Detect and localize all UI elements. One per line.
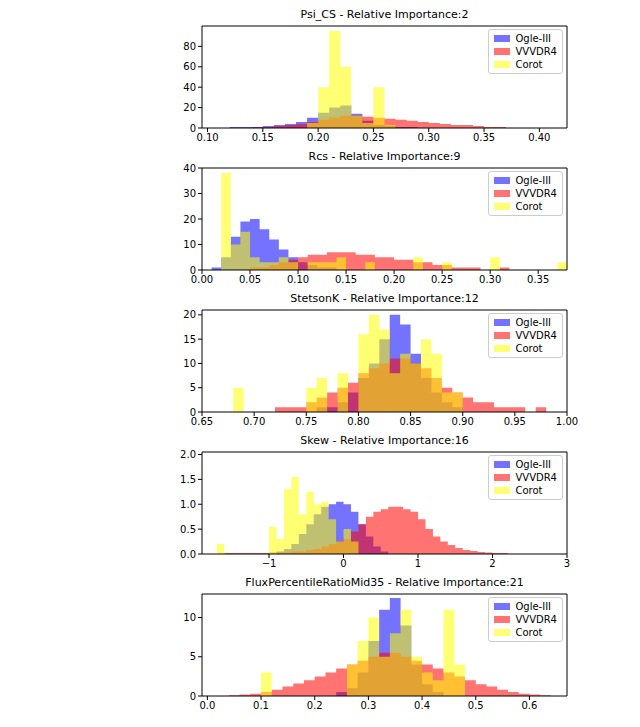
html-text:Ogle-III: Ogle-III xyxy=(515,317,552,328)
svg-text:0.0: 0.0 xyxy=(180,549,196,560)
svg-text:2: 2 xyxy=(489,558,495,569)
svg-text:3: 3 xyxy=(564,558,570,569)
html-text:VVVDR4: VVVDR4 xyxy=(515,472,557,483)
svg-text:0.3: 0.3 xyxy=(360,700,376,711)
svg-text:0.4: 0.4 xyxy=(414,700,430,711)
svg-text:0.5: 0.5 xyxy=(468,700,484,711)
svg-text:20: 20 xyxy=(183,214,196,225)
svg-text:0.80: 0.80 xyxy=(347,416,369,427)
html-text:VVVDR4: VVVDR4 xyxy=(515,330,557,341)
svg-text:0.00: 0.00 xyxy=(191,274,213,285)
svg-text:20: 20 xyxy=(183,309,196,320)
html-text:Ogle-III: Ogle-III xyxy=(515,33,552,44)
html-text:VVVDR4: VVVDR4 xyxy=(515,188,557,199)
svg-text:0.0: 0.0 xyxy=(199,700,215,711)
html-text:Ogle-III: Ogle-III xyxy=(515,175,552,186)
svg-text:1.5: 1.5 xyxy=(180,474,196,485)
svg-text:0.90: 0.90 xyxy=(452,416,474,427)
html-text:Rcs - Relative Importance:9: Rcs - Relative Importance:9 xyxy=(308,150,461,163)
svg-text:40: 40 xyxy=(183,82,196,93)
svg-text:0.10: 0.10 xyxy=(287,274,309,285)
svg-text:80: 80 xyxy=(183,41,196,52)
svg-text:0.25: 0.25 xyxy=(362,132,384,143)
svg-text:0.35: 0.35 xyxy=(473,132,495,143)
svg-text:0.5: 0.5 xyxy=(180,524,196,535)
svg-text:0.30: 0.30 xyxy=(418,132,440,143)
html-text:Ogle-III: Ogle-III xyxy=(515,601,552,612)
html-text:Skew - Relative Importance:16: Skew - Relative Importance:16 xyxy=(300,434,469,447)
svg-text:0: 0 xyxy=(190,265,196,276)
html-text:Corot: Corot xyxy=(515,201,543,212)
svg-text:20: 20 xyxy=(183,102,196,113)
svg-text:0.85: 0.85 xyxy=(399,416,421,427)
svg-text:0: 0 xyxy=(190,123,196,134)
svg-text:0.95: 0.95 xyxy=(504,416,526,427)
svg-text:5: 5 xyxy=(190,382,196,393)
svg-text:10: 10 xyxy=(183,612,196,623)
html-text:VVVDR4: VVVDR4 xyxy=(515,46,557,57)
svg-text:0.70: 0.70 xyxy=(243,416,265,427)
html-text:StetsonK - Relative Importance: StetsonK - Relative Importance:12 xyxy=(290,292,479,305)
svg-text:0.65: 0.65 xyxy=(191,416,213,427)
svg-text:0.35: 0.35 xyxy=(527,274,549,285)
svg-text:30: 30 xyxy=(183,188,196,199)
svg-text:0.20: 0.20 xyxy=(307,132,329,143)
svg-text:0.15: 0.15 xyxy=(252,132,274,143)
html-text:FluxPercentileRatioMid35 - Rel: FluxPercentileRatioMid35 - Relative Impo… xyxy=(245,576,524,589)
svg-text:10: 10 xyxy=(183,358,196,369)
svg-text:0: 0 xyxy=(340,558,346,569)
svg-text:0.30: 0.30 xyxy=(479,274,501,285)
svg-text:0.2: 0.2 xyxy=(307,700,323,711)
svg-text:1.0: 1.0 xyxy=(180,499,196,510)
html-text:Corot: Corot xyxy=(515,343,543,354)
svg-text:0.6: 0.6 xyxy=(521,700,537,711)
svg-text:5: 5 xyxy=(190,651,196,662)
html-text:VVVDR4: VVVDR4 xyxy=(515,614,557,625)
html-text:Psi_CS - Relative Importance:2: Psi_CS - Relative Importance:2 xyxy=(300,8,469,21)
svg-text:2.0: 2.0 xyxy=(180,449,196,460)
svg-text:0.20: 0.20 xyxy=(383,274,405,285)
svg-text:40: 40 xyxy=(183,164,196,174)
svg-text:1.00: 1.00 xyxy=(556,416,578,427)
svg-text:0: 0 xyxy=(190,407,196,418)
svg-text:0.75: 0.75 xyxy=(295,416,317,427)
html-text:Corot: Corot xyxy=(515,627,543,638)
svg-text:0.40: 0.40 xyxy=(528,132,550,143)
svg-text:10: 10 xyxy=(183,239,196,250)
svg-text:0.10: 0.10 xyxy=(196,132,218,143)
svg-text:0.15: 0.15 xyxy=(335,274,357,285)
svg-text:−1: −1 xyxy=(262,558,277,569)
svg-text:0.05: 0.05 xyxy=(239,274,261,285)
html-text:Corot: Corot xyxy=(515,59,543,70)
svg-text:60: 60 xyxy=(183,61,196,72)
svg-text:15: 15 xyxy=(183,334,196,345)
html-text:Corot: Corot xyxy=(515,485,543,496)
svg-text:0.25: 0.25 xyxy=(431,274,453,285)
html-text:Ogle-III: Ogle-III xyxy=(515,459,552,470)
svg-text:0.1: 0.1 xyxy=(253,700,269,711)
svg-text:1: 1 xyxy=(415,558,421,569)
svg-text:0: 0 xyxy=(190,691,196,702)
